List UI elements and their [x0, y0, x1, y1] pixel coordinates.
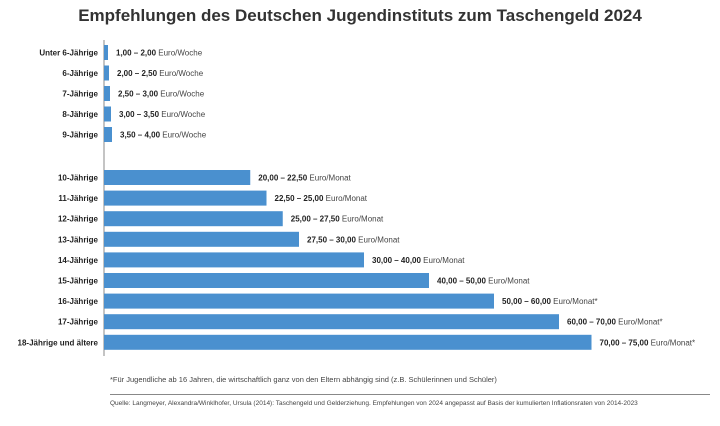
data-label: 40,00 – 50,00 Euro/Monat — [437, 277, 530, 286]
bar — [104, 65, 109, 81]
category-label: Unter 6-Jährige — [39, 49, 98, 58]
category-label: 16-Jährige — [58, 297, 99, 306]
data-label-value: 20,00 – 22,50 — [258, 174, 307, 183]
data-label: 70,00 – 75,00 Euro/Monat* — [600, 338, 696, 347]
data-label-unit: Euro/Monat — [340, 215, 384, 224]
data-label-unit: Euro/Monat — [421, 256, 465, 265]
data-label-unit: Euro/Monat — [323, 194, 367, 203]
data-label-value: 2,00 – 2,50 — [117, 69, 158, 78]
data-label-unit: Euro/Woche — [160, 131, 207, 140]
data-label-value: 50,00 – 60,00 — [502, 297, 551, 306]
bar — [104, 314, 559, 330]
data-label-unit: Euro/Monat* — [616, 318, 663, 327]
data-label-value: 25,00 – 27,50 — [291, 215, 340, 224]
data-label: 2,00 – 2,50 Euro/Woche — [117, 69, 204, 78]
data-label-unit: Euro/Monat — [307, 174, 351, 183]
footnote: *Für Jugendliche ab 16 Jahren, die wirts… — [110, 375, 497, 384]
category-label: 9-Jährige — [62, 131, 98, 140]
category-label: 11-Jährige — [58, 194, 98, 203]
bar — [104, 86, 110, 101]
data-label: 3,00 – 3,50 Euro/Woche — [119, 110, 206, 119]
bar — [104, 334, 592, 350]
category-label: 13-Jährige — [58, 235, 99, 244]
data-label-value: 1,00 – 2,00 — [116, 49, 157, 58]
bar — [104, 273, 429, 288]
data-label-unit: Euro/Woche — [156, 49, 203, 58]
bar — [104, 127, 112, 142]
data-label: 30,00 – 40,00 Euro/Monat — [372, 256, 465, 265]
category-label: 14-Jährige — [58, 256, 99, 265]
bar — [104, 211, 283, 227]
bar-chart: Unter 6-Jährige 1,00 – 2,00 Euro/Woche 6-J… — [18, 40, 696, 356]
data-label-value: 3,50 – 4,00 — [120, 131, 161, 140]
bar — [104, 106, 111, 122]
data-label: 2,50 – 3,00 Euro/Woche — [118, 90, 205, 99]
data-label-unit: Euro/Monat* — [551, 297, 598, 306]
bar — [104, 293, 494, 309]
data-label-value: 30,00 – 40,00 — [372, 256, 421, 265]
data-label-value: 22,50 – 25,00 — [275, 194, 324, 203]
category-label: 7-Jährige — [62, 90, 98, 99]
divider — [110, 394, 710, 395]
bar — [104, 45, 108, 60]
source-note: Quelle: Langmeyer, Alexandra/Winklhofer,… — [110, 400, 638, 407]
data-label-unit: Euro/Monat* — [648, 338, 695, 347]
bar — [104, 190, 267, 206]
data-label: 1,00 – 2,00 Euro/Woche — [116, 49, 203, 58]
data-label-value: 3,00 – 3,50 — [119, 110, 160, 119]
data-label-value: 27,50 – 30,00 — [307, 235, 356, 244]
data-label: 60,00 – 70,00 Euro/Monat* — [567, 318, 663, 327]
data-label-value: 40,00 – 50,00 — [437, 277, 486, 286]
category-label: 8-Jährige — [62, 110, 98, 119]
category-label: 15-Jährige — [58, 277, 99, 286]
bar — [104, 231, 299, 247]
data-label-value: 60,00 – 70,00 — [567, 318, 616, 327]
category-label: 6-Jährige — [62, 69, 98, 78]
data-label-unit: Euro/Woche — [159, 110, 206, 119]
category-label: 18-Jährige und ältere — [18, 338, 99, 347]
data-label-unit: Euro/Monat — [356, 235, 400, 244]
category-label: 12-Jährige — [58, 215, 99, 224]
data-label-value: 70,00 – 75,00 — [600, 338, 649, 347]
category-label: 10-Jährige — [58, 174, 99, 183]
data-label-value: 2,50 – 3,00 — [118, 90, 159, 99]
data-label-unit: Euro/Woche — [157, 69, 204, 78]
data-label: 50,00 – 60,00 Euro/Monat* — [502, 297, 598, 306]
data-label: 20,00 – 22,50 Euro/Monat — [258, 174, 351, 183]
data-label: 27,50 – 30,00 Euro/Monat — [307, 235, 400, 244]
data-label-unit: Euro/Monat — [486, 277, 530, 286]
category-label: 17-Jährige — [58, 318, 99, 327]
bar — [104, 170, 251, 185]
data-label: 3,50 – 4,00 Euro/Woche — [120, 131, 207, 140]
data-label-unit: Euro/Woche — [158, 90, 205, 99]
bar — [104, 252, 364, 268]
chart-title: Empfehlungen des Deutschen Jugendinstitu… — [78, 6, 642, 25]
data-label: 25,00 – 27,50 Euro/Monat — [291, 215, 384, 224]
data-label: 22,50 – 25,00 Euro/Monat — [275, 194, 368, 203]
